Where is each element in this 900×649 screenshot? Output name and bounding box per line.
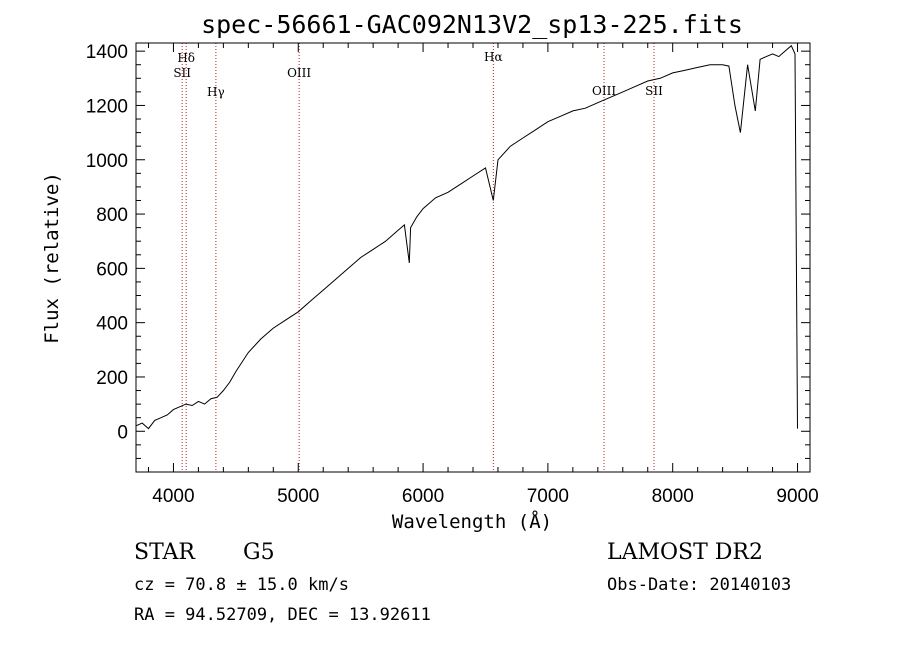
x-tick-label: 7000 (527, 486, 569, 507)
emission-line-label: Hα (484, 50, 503, 64)
chart-title: spec-56661-GAC092N13V2_sp13-225.fits (201, 10, 743, 39)
object-class: STAR (134, 540, 196, 565)
y-tick-label: 1000 (86, 151, 128, 172)
emission-line-label: SII (645, 84, 663, 98)
coordinates: RA = 94.52709, DEC = 13.92611 (134, 605, 431, 625)
emission-line-label: Hγ (207, 85, 225, 99)
x-tick-label: 5000 (277, 486, 319, 507)
emission-line-markers (181, 43, 655, 472)
y-tick-label: 1200 (86, 96, 128, 117)
redshift-velocity: cz = 70.8 ± 15.0 km/s (134, 575, 349, 595)
emission-line-label: Hδ (177, 51, 195, 65)
y-tick-label: 200 (96, 368, 128, 389)
y-axis-label: Flux (relative) (41, 172, 63, 344)
y-tick-label: 400 (96, 314, 128, 335)
x-tick-label: 9000 (776, 486, 818, 507)
observation-date: Obs-Date: 20140103 (607, 575, 791, 595)
emission-line-label: OIII (592, 84, 616, 98)
survey-name: LAMOST DR2 (607, 540, 763, 565)
y-tick-label: 1400 (86, 42, 128, 63)
object-subclass: G5 (243, 540, 275, 565)
spectrum-series-line (135, 44, 798, 430)
y-tick-label: 0 (117, 422, 128, 443)
emission-line-label: OIII (287, 66, 311, 80)
x-axis-label: Wavelength (Å) (392, 510, 552, 533)
y-axis-ticks: 0 200 400 600 800 1000 1200 1400 (86, 42, 810, 459)
y-tick-label: 600 (96, 259, 128, 280)
emission-line-label: SII (173, 66, 191, 80)
x-tick-label: 6000 (402, 486, 444, 507)
y-tick-label: 800 (96, 205, 128, 226)
x-axis-ticks: 4000 5000 6000 7000 8000 9000 (147, 43, 819, 507)
plot-frame (135, 42, 811, 473)
x-tick-label: 8000 (652, 486, 694, 507)
x-tick-label: 4000 (152, 486, 194, 507)
